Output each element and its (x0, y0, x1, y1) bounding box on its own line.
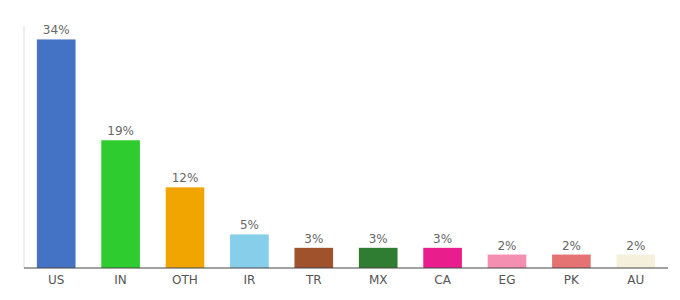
y-axis-line (24, 26, 25, 268)
bar (488, 255, 527, 268)
x-tick-label: US (48, 273, 64, 287)
data-label: 3% (369, 232, 388, 246)
x-tick-label: AU (627, 273, 644, 287)
data-label: 5% (240, 218, 259, 232)
chart: US IN OTH IR TR MX CA EG PK AU 34% 19% 12% 5% 3% 3% 3% 2%… (0, 0, 680, 300)
x-tick-label: TR (305, 273, 322, 287)
bar (166, 187, 205, 268)
data-label: 12% (172, 171, 199, 185)
x-tick-label: PK (564, 273, 580, 287)
x-tick-label: CA (434, 273, 451, 287)
bar (37, 39, 76, 268)
data-label: 3% (433, 232, 452, 246)
bars (37, 39, 655, 268)
x-tick-label: IR (243, 273, 255, 287)
bar (230, 234, 269, 268)
bar (423, 248, 462, 268)
bar (101, 140, 140, 268)
x-tick-label: MX (369, 273, 388, 287)
x-tick-label: OTH (172, 273, 198, 287)
data-label: 2% (562, 239, 581, 253)
data-label: 3% (304, 232, 323, 246)
bar (552, 255, 591, 268)
data-label: 2% (497, 239, 516, 253)
data-label: 2% (626, 239, 645, 253)
bar (294, 248, 333, 268)
bar (616, 255, 655, 268)
x-tick-label: EG (499, 273, 516, 287)
data-label: 19% (107, 124, 134, 138)
x-axis-line (24, 268, 668, 269)
data-label: 34% (43, 23, 70, 37)
x-tick-label: IN (114, 273, 127, 287)
bar (359, 248, 398, 268)
